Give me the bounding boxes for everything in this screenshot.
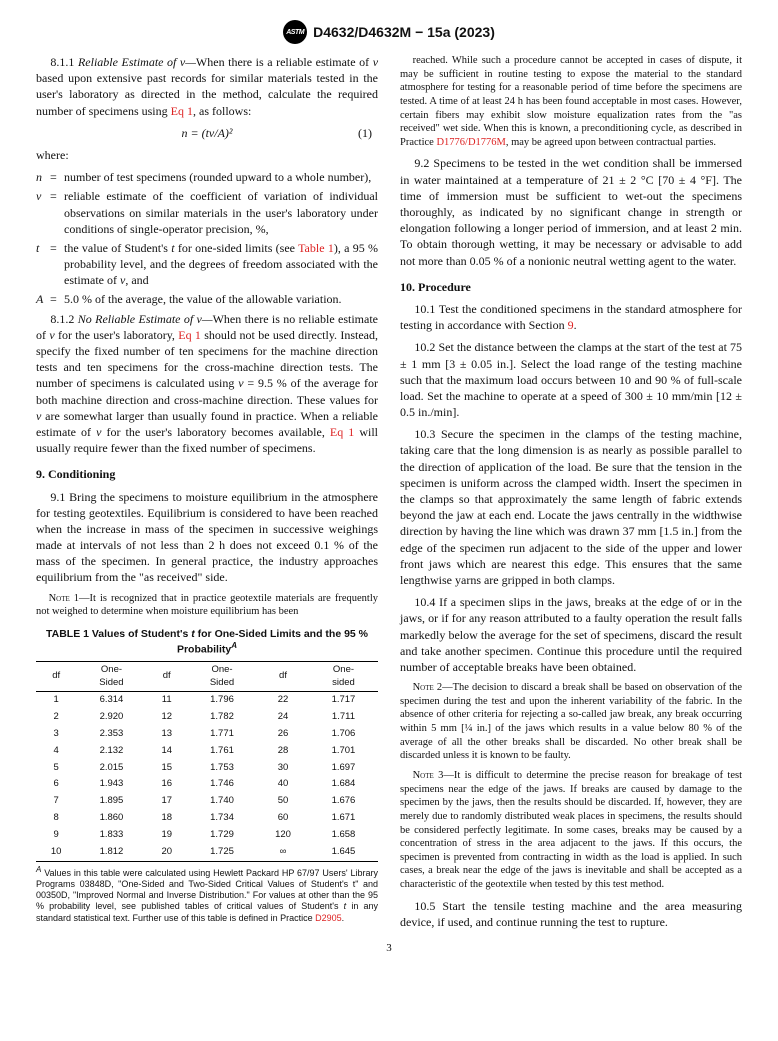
table-1-title: TABLE 1 Values of Student's t for One-Si… bbox=[36, 627, 378, 657]
equation-1: n = (tv/A)² (1) bbox=[36, 125, 378, 141]
note-2: Note 2—The decision to discard a break s… bbox=[400, 681, 742, 763]
link-eq1-c[interactable]: Eq 1 bbox=[330, 425, 354, 439]
table-row: 71.895171.740501.676 bbox=[36, 793, 378, 810]
para-8-1-2: 8.1.2 No Reliable Estimate of v—When the… bbox=[36, 311, 378, 457]
table-1: TABLE 1 Values of Student's t for One-Si… bbox=[36, 627, 378, 924]
body-columns: 8.1.1 Reliable Estimate of v—When there … bbox=[36, 54, 742, 930]
definition-list: n = number of test specimens (rounded up… bbox=[36, 169, 378, 311]
para-10-4: 10.4 If a specimen slips in the jaws, br… bbox=[400, 594, 742, 675]
student-t-table: df One- Sided df One- Sided df One- side… bbox=[36, 661, 378, 862]
para-10-5: 10.5 Start the tensile testing machine a… bbox=[400, 898, 742, 930]
para-10-1: 10.1 Test the conditioned specimens in t… bbox=[400, 301, 742, 333]
table-row: 42.132141.761281.701 bbox=[36, 743, 378, 760]
para-10-2: 10.2 Set the distance between the clamps… bbox=[400, 339, 742, 420]
table-row: 101.812201.725∞1.645 bbox=[36, 844, 378, 861]
link-d2905[interactable]: D2905 bbox=[315, 913, 342, 923]
doc-header: ASTM D4632/D4632M − 15a (2023) bbox=[36, 20, 742, 44]
table-row: 32.353131.771261.706 bbox=[36, 726, 378, 743]
table-row: 52.015151.753301.697 bbox=[36, 760, 378, 777]
page-number: 3 bbox=[36, 942, 742, 954]
page: ASTM D4632/D4632M − 15a (2023) 8.1.1 Rel… bbox=[0, 0, 778, 972]
where-label: where: bbox=[36, 147, 378, 163]
table-row: 81.860181.734601.671 bbox=[36, 810, 378, 827]
para-9-1: 9.1 Bring the specimens to moisture equi… bbox=[36, 489, 378, 586]
link-eq1-b[interactable]: Eq 1 bbox=[178, 328, 201, 342]
para-8-1-1: 8.1.1 Reliable Estimate of v—When there … bbox=[36, 54, 378, 119]
section-10-head: 10. Procedure bbox=[400, 279, 742, 295]
table-row: 22.920121.782241.711 bbox=[36, 709, 378, 726]
doc-id: D4632/D4632M − 15a (2023) bbox=[313, 24, 495, 40]
link-eq1[interactable]: Eq 1 bbox=[171, 104, 193, 118]
note-1: Note 1—It is recognized that in practice… bbox=[36, 592, 378, 619]
table-row: 16.314111.796221.717 bbox=[36, 692, 378, 709]
link-table1[interactable]: Table 1 bbox=[298, 241, 334, 255]
table-row: 61.943161.746401.684 bbox=[36, 776, 378, 793]
section-9-head: 9. Conditioning bbox=[36, 466, 378, 482]
table-1-footnote: A Values in this table were calculated u… bbox=[36, 865, 378, 924]
astm-logo-icon: ASTM bbox=[283, 20, 307, 44]
link-d1776[interactable]: D1776/D1776M bbox=[436, 137, 505, 148]
note-1-cont: reached. While such a procedure cannot b… bbox=[400, 54, 742, 149]
para-9-2: 9.2 Specimens to be tested in the wet co… bbox=[400, 155, 742, 268]
para-10-3: 10.3 Secure the specimen in the clamps o… bbox=[400, 426, 742, 588]
table-row: 91.833191.7291201.658 bbox=[36, 827, 378, 844]
note-3: Note 3—It is difficult to determine the … bbox=[400, 769, 742, 892]
